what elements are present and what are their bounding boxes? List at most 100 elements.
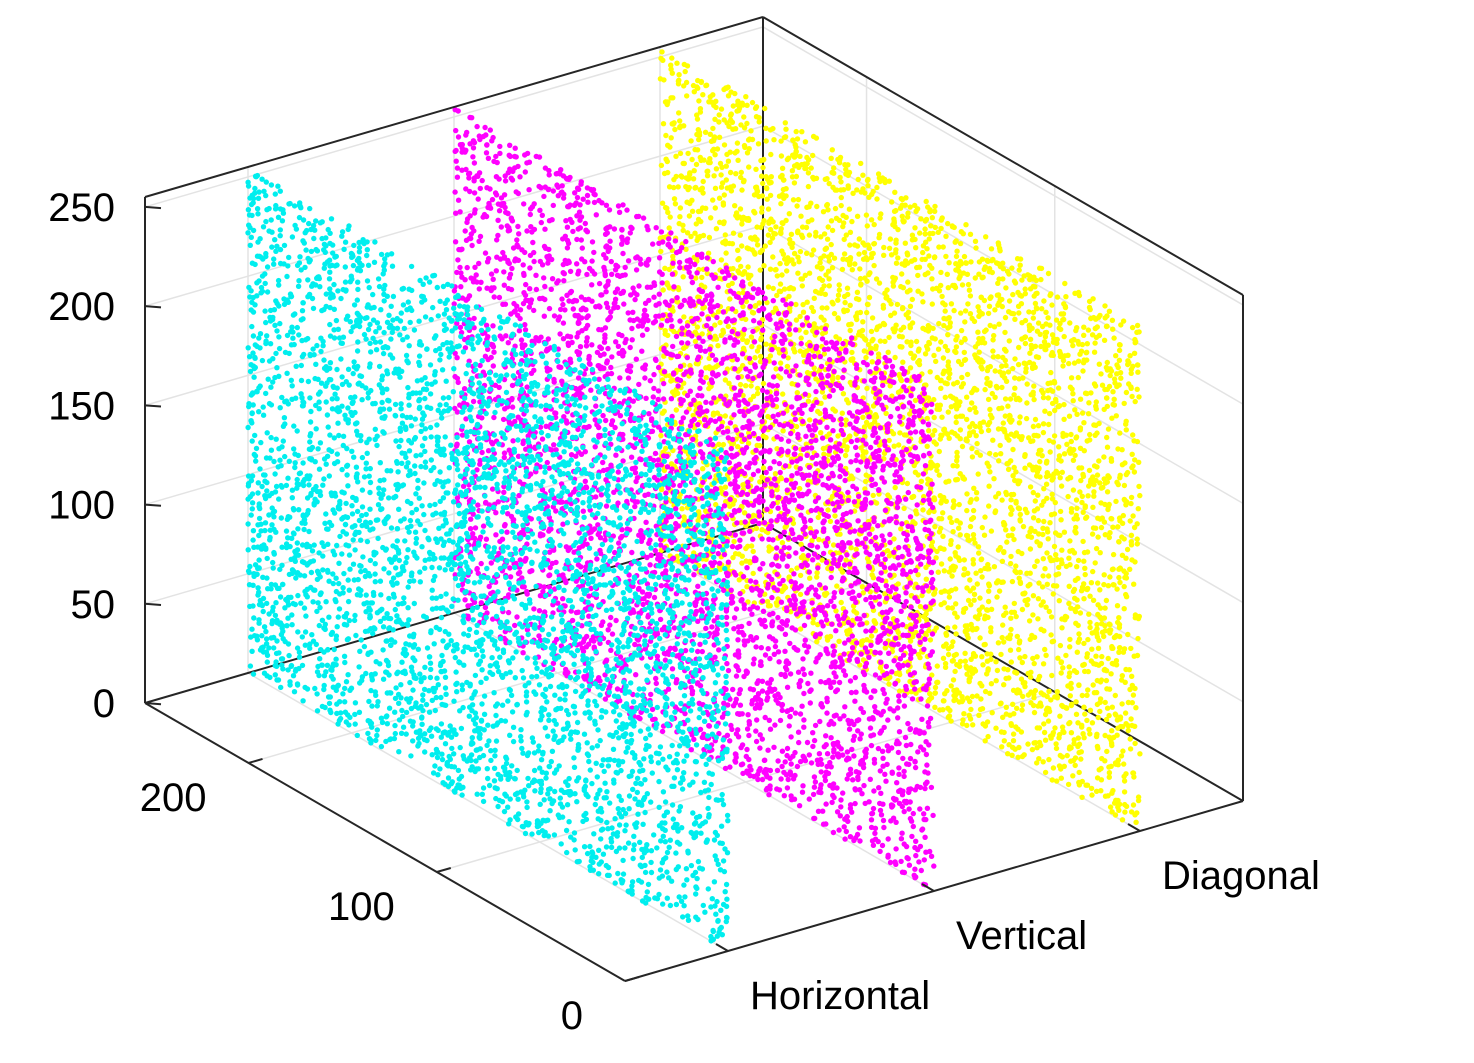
point-diagonal: [807, 271, 812, 276]
point-horizontal: [311, 352, 316, 357]
point-horizontal: [393, 565, 398, 570]
point-horizontal: [271, 459, 276, 464]
point-horizontal: [365, 451, 370, 456]
point-horizontal: [345, 672, 350, 677]
point-diagonal: [680, 223, 685, 228]
point-vertical: [576, 269, 581, 274]
point-vertical: [518, 307, 523, 312]
point-diagonal: [771, 137, 776, 142]
point-diagonal: [780, 166, 785, 171]
point-horizontal: [261, 609, 266, 614]
point-horizontal: [251, 615, 256, 620]
point-horizontal: [419, 503, 424, 508]
point-horizontal: [314, 499, 319, 504]
point-horizontal: [321, 476, 326, 481]
point-diagonal: [821, 317, 826, 322]
point-diagonal: [761, 465, 766, 470]
point-vertical: [542, 227, 547, 232]
point-diagonal: [721, 202, 726, 207]
point-vertical: [509, 396, 514, 401]
point-vertical: [453, 148, 458, 153]
point-horizontal: [373, 401, 378, 406]
point-vertical: [628, 364, 633, 369]
point-vertical: [478, 535, 483, 540]
point-horizontal: [373, 738, 378, 743]
point-diagonal: [829, 242, 834, 247]
point-diagonal: [786, 294, 791, 299]
point-vertical: [629, 455, 634, 460]
point-vertical: [617, 375, 622, 380]
point-vertical: [563, 580, 568, 585]
point-vertical: [537, 608, 542, 613]
point-horizontal: [368, 520, 373, 525]
point-horizontal: [345, 483, 350, 488]
point-horizontal: [269, 244, 274, 249]
grid-line-x: [248, 673, 728, 951]
point-horizontal: [287, 515, 292, 520]
point-diagonal: [837, 287, 842, 292]
point-horizontal: [263, 193, 268, 198]
point-vertical: [534, 287, 539, 292]
point-horizontal: [274, 484, 279, 489]
point-vertical: [459, 247, 464, 252]
point-horizontal: [352, 712, 357, 717]
point-vertical: [635, 499, 640, 504]
point-vertical: [603, 325, 608, 330]
point-vertical: [524, 228, 529, 233]
point-vertical: [643, 520, 648, 525]
point-vertical: [623, 272, 628, 277]
point-horizontal: [272, 509, 277, 514]
point-horizontal: [285, 476, 290, 481]
point-vertical: [529, 516, 534, 521]
point-horizontal: [368, 466, 373, 471]
point-vertical: [522, 342, 527, 347]
point-horizontal: [402, 516, 407, 521]
point-diagonal: [717, 112, 722, 117]
point-vertical: [494, 268, 499, 273]
point-horizontal: [257, 236, 262, 241]
point-diagonal: [783, 186, 788, 191]
point-vertical: [599, 492, 604, 497]
point-diagonal: [820, 278, 825, 283]
point-vertical: [632, 504, 637, 509]
point-horizontal: [428, 661, 433, 666]
point-horizontal: [301, 217, 306, 222]
point-vertical: [547, 172, 552, 177]
point-horizontal: [280, 656, 285, 661]
point-diagonal: [695, 86, 700, 91]
point-horizontal: [292, 465, 297, 470]
point-vertical: [633, 672, 638, 677]
point-diagonal: [794, 129, 799, 134]
point-horizontal: [415, 478, 420, 483]
point-diagonal: [848, 545, 853, 550]
point-vertical: [503, 333, 508, 338]
point-horizontal: [405, 460, 410, 465]
point-horizontal: [266, 206, 271, 211]
point-diagonal: [730, 241, 735, 246]
point-vertical: [523, 293, 528, 298]
point-diagonal: [787, 332, 792, 337]
point-vertical: [502, 283, 507, 288]
point-diagonal: [836, 639, 841, 644]
point-horizontal: [277, 321, 282, 326]
point-horizontal: [434, 676, 439, 681]
point-horizontal: [398, 438, 403, 443]
point-diagonal: [735, 140, 740, 145]
point-vertical: [620, 251, 625, 256]
point-diagonal: [726, 324, 731, 329]
point-vertical: [591, 250, 596, 255]
point-vertical: [478, 234, 483, 239]
point-diagonal: [814, 570, 819, 575]
point-vertical: [484, 537, 489, 542]
point-diagonal: [807, 576, 812, 581]
point-vertical: [455, 257, 460, 262]
point-diagonal: [714, 166, 719, 171]
point-diagonal: [833, 206, 838, 211]
point-horizontal: [303, 613, 308, 618]
point-vertical: [557, 331, 562, 336]
point-horizontal: [425, 381, 430, 386]
point-vertical: [633, 470, 638, 475]
point-horizontal: [334, 254, 339, 259]
point-horizontal: [346, 577, 351, 582]
point-vertical: [553, 560, 558, 565]
